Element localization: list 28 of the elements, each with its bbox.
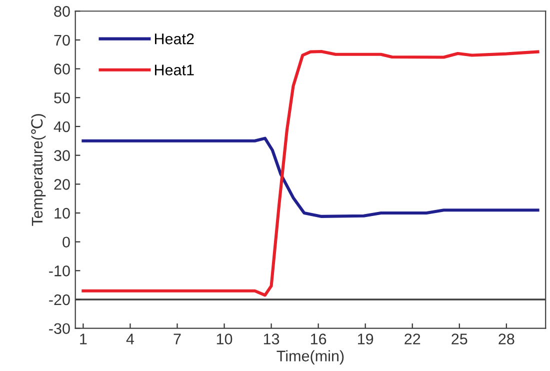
y-tick-label: -30: [49, 323, 70, 334]
x-tick-label: 4: [126, 334, 134, 344]
legend-label: Heat2: [154, 34, 194, 44]
y-tick-label: 10: [54, 208, 70, 219]
x-tick-label: 1: [80, 334, 87, 344]
y-axis-title: Temperature(℃): [31, 114, 46, 226]
x-tick-label: 16: [310, 334, 326, 344]
x-tick-label: 22: [404, 334, 420, 344]
y-tick-label: 60: [54, 64, 70, 74]
y-tick-label: -10: [49, 266, 70, 276]
y-tick-label: 80: [54, 6, 70, 17]
x-tick-label: 25: [452, 334, 468, 344]
legend-label: Heat1: [154, 64, 194, 76]
x-tick-label: 7: [174, 334, 181, 344]
y-tick-label: 40: [54, 121, 70, 132]
line-series: [82, 136, 540, 218]
line-series: [82, 50, 540, 297]
x-tick-label: 19: [358, 334, 374, 344]
x-tick-label: 10: [216, 334, 232, 344]
x-tick-label: 28: [498, 334, 514, 344]
y-tick-label: 30: [54, 150, 70, 161]
y-tick-label: 70: [54, 34, 70, 46]
y-tick-label: 0: [62, 236, 70, 248]
x-axis-title: Time(min): [276, 350, 344, 364]
x-tick-label: 13: [264, 334, 280, 344]
y-tick-label: 20: [54, 179, 70, 190]
y-tick-label: 50: [54, 92, 70, 104]
y-tick-label: -20: [49, 294, 70, 306]
